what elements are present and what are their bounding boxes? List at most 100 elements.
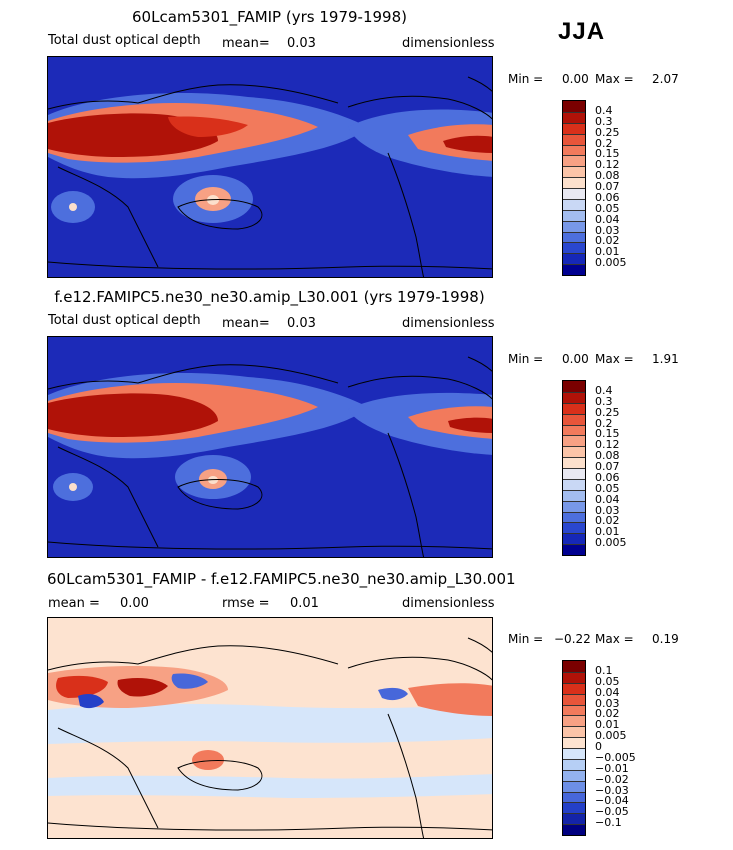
- colorbar-swatch: [563, 748, 585, 759]
- colorbar-tick-label: −0.1: [595, 816, 622, 830]
- panel2-max-label: Max =: [595, 352, 634, 366]
- colorbar-tick-label: 0.08: [595, 449, 620, 463]
- colorbar-tick-label: 0.2: [595, 416, 613, 430]
- panel3-rmse-label: rmse =: [222, 596, 270, 611]
- colorbar-swatch: [563, 381, 585, 392]
- colorbar-tick-label: 0.07: [595, 460, 620, 473]
- colorbar-tick-label: 0.05: [595, 201, 620, 215]
- panel3-max-label: Max =: [595, 632, 634, 646]
- panel2-max-value: 1.91: [652, 352, 679, 366]
- colorbar-tick-label: 0.005: [595, 536, 627, 550]
- colorbar-swatch: [563, 144, 585, 156]
- colorbar-swatch: [563, 478, 585, 490]
- panel2-map-svg: [48, 337, 492, 557]
- colorbar-tick-label: −0.04: [595, 794, 629, 808]
- colorbar-tick-label: −0.03: [595, 783, 629, 797]
- panel2-variable: Total dust optical depth: [48, 313, 201, 328]
- colorbar-swatch: [563, 544, 585, 555]
- colorbar-swatch: [563, 522, 585, 534]
- panel3-colorbar-labels: 0.1 0.05 0.04 0.03 0.02 0.01 0.005 0 −0.005 −0.01…: [595, 660, 659, 836]
- colorbar-tick-label: −0.005: [595, 750, 636, 764]
- colorbar-tick-label: 0.2: [595, 136, 613, 150]
- colorbar-swatch: [563, 661, 585, 672]
- panel3-colorbar: [562, 660, 586, 836]
- colorbar-tick-label: 0.06: [595, 190, 620, 204]
- colorbar-swatch: [563, 726, 585, 738]
- panel3-min-label: Min =: [508, 632, 544, 646]
- dust-south-america: [51, 191, 95, 223]
- colorbar-swatch: [563, 177, 585, 188]
- colorbar-swatch: [563, 446, 585, 458]
- colorbar-swatch: [563, 155, 585, 167]
- colorbar-swatch: [563, 264, 585, 275]
- colorbar-tick-label: 0.3: [595, 394, 613, 408]
- panel2-min-label: Min =: [508, 352, 544, 366]
- colorbar-tick-label: 0.03: [595, 223, 620, 237]
- coastlines: [48, 76, 492, 277]
- colorbar-swatch: [563, 101, 585, 112]
- colorbar-tick-label: 0.15: [595, 427, 620, 441]
- panel3-map-svg: [48, 618, 492, 838]
- colorbar-tick-label: −0.05: [595, 805, 629, 819]
- colorbar-swatch: [563, 111, 585, 123]
- colorbar-tick-label: 0.005: [595, 256, 627, 270]
- panel3-min-value: −0.22: [554, 632, 591, 646]
- colorbar-tick-label: 0.25: [595, 125, 620, 139]
- colorbar-tick-label: 0.04: [595, 492, 620, 506]
- panel2-title: f.e12.FAMIPC5.ne30_ne30.amip_L30.001 (yr…: [54, 288, 485, 306]
- colorbar-tick-label: 0.05: [595, 674, 620, 688]
- panel1-max-label: Max =: [595, 72, 634, 86]
- colorbar-swatch: [563, 435, 585, 447]
- panel3-mean-value: 0.00: [120, 596, 149, 611]
- dust-australia: [173, 175, 253, 223]
- negative-band-tropics: [48, 703, 492, 798]
- colorbar-swatch: [563, 802, 585, 814]
- panel1-mean-value: 0.03: [287, 36, 316, 51]
- panel1-min-value: 0.00: [562, 72, 589, 86]
- colorbar-tick-label: 0.1: [595, 663, 613, 677]
- colorbar-swatch: [563, 511, 585, 523]
- colorbar-swatch: [563, 468, 585, 479]
- colorbar-tick-label: 0.15: [595, 147, 620, 161]
- panel3-max-value: 0.19: [652, 632, 679, 646]
- dust-plume-africa-asia: [48, 373, 368, 459]
- colorbar-swatch: [563, 198, 585, 210]
- panel2-min-value: 0.00: [562, 352, 589, 366]
- colorbar-tick-label: 0.07: [595, 180, 620, 193]
- panel1-min-label: Min =: [508, 72, 544, 86]
- colorbar-swatch: [563, 682, 585, 694]
- colorbar-tick-label: 0.05: [595, 481, 620, 495]
- colorbar-tick-label: 0.03: [595, 696, 620, 710]
- dust-australia: [175, 455, 251, 499]
- panel2-colorbar-labels: 0.4 0.3 0.25 0.2 0.15 0.12 0.08 0.07 0.06 0.05 0.0…: [595, 380, 655, 556]
- colorbar-tick-label: 0.005: [595, 729, 627, 743]
- colorbar-tick-label: 0.01: [595, 245, 620, 259]
- colorbar-tick-label: 0.12: [595, 438, 620, 452]
- panel1-title: 60Lcam5301_FAMIP (yrs 1979-1998): [132, 8, 407, 26]
- colorbar-tick-label: −0.01: [595, 761, 629, 775]
- colorbar-tick-label: 0.4: [595, 103, 613, 117]
- colorbar-tick-label: 0.02: [595, 707, 620, 721]
- colorbar-swatch: [563, 715, 585, 727]
- colorbar-swatch: [563, 413, 585, 425]
- colorbar-tick-label: 0.12: [595, 158, 620, 172]
- colorbar-swatch: [563, 824, 585, 835]
- colorbar-swatch: [563, 533, 585, 545]
- panel1-units: dimensionless: [402, 36, 495, 51]
- colorbar-tick-label: 0.4: [595, 383, 613, 397]
- colorbar-swatch: [563, 704, 585, 716]
- colorbar-swatch: [563, 122, 585, 134]
- colorbar-swatch: [563, 457, 585, 468]
- panel1-colorbar: [562, 100, 586, 276]
- panel3-mean-label: mean =: [48, 596, 100, 611]
- colorbar-tick-label: 0.03: [595, 503, 620, 517]
- colorbar-swatch: [563, 242, 585, 254]
- colorbar-tick-label: 0.01: [595, 718, 620, 732]
- panel2-colorbar: [562, 380, 586, 556]
- panel3-rmse-value: 0.01: [290, 596, 319, 611]
- panel2-mean-value: 0.03: [287, 316, 316, 331]
- colorbar-tick-label: 0.3: [595, 114, 613, 128]
- colorbar-swatch: [563, 671, 585, 683]
- panel1-map: [47, 56, 493, 278]
- colorbar-swatch: [563, 253, 585, 265]
